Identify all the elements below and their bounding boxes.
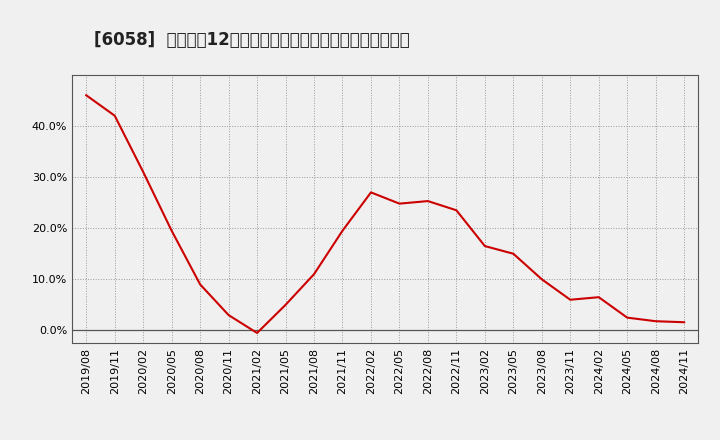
Text: [6058]  売上高の12か月移動合計の対前年同期増減率の推移: [6058] 売上高の12か月移動合計の対前年同期増減率の推移 <box>94 31 410 49</box>
